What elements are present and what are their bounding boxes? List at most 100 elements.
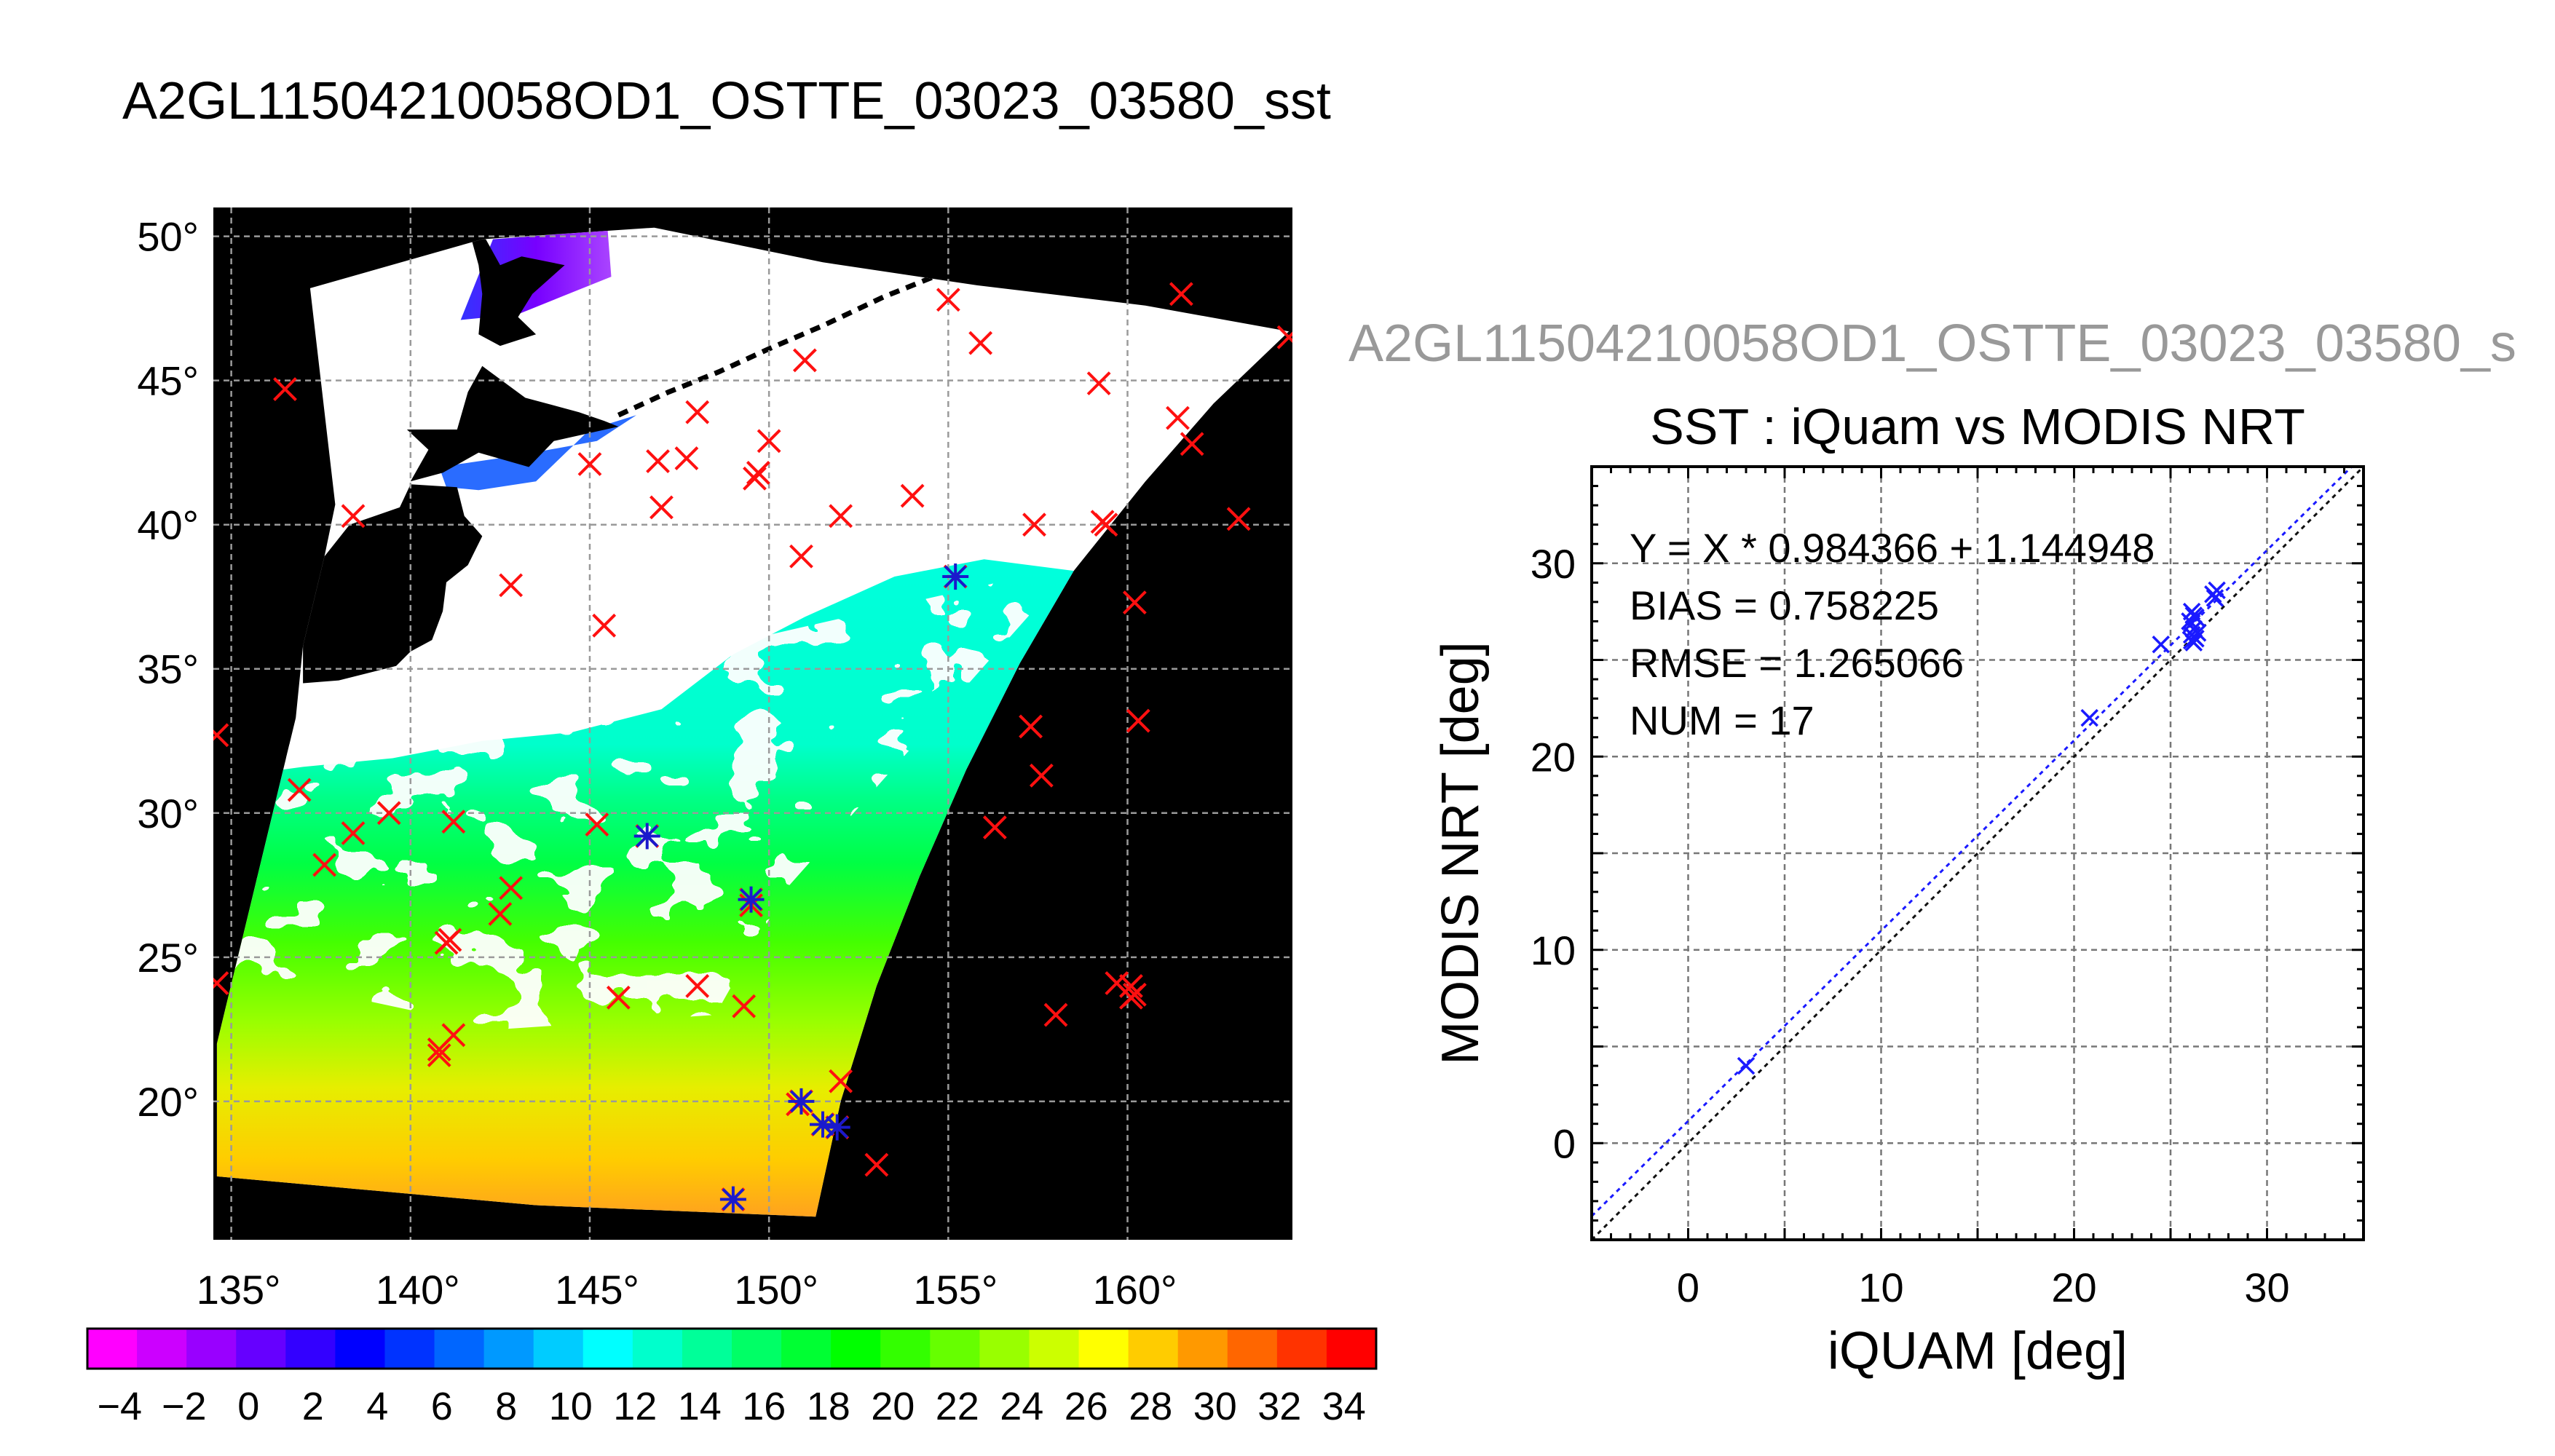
scatter-point [2188,624,2207,642]
iquam-marker [685,400,710,424]
colorbar-labels: −4 −2 0 2 4 6 8 10 12 14 16 18 20 22 24 26 28 30 32 34 [97,1385,1365,1428]
scatter-point [2187,630,2205,648]
map-y-tick-label: 45° [137,358,199,404]
figure-title: A2GL11504210058OD1_OSTTE_03023_03580_sst [122,72,1331,130]
iquam-marker [968,331,993,355]
land-sakhalin [471,239,565,347]
scatter-frame [1590,465,2365,1241]
colorbar-cell [1276,1329,1327,1369]
iquam-marker [1180,432,1204,456]
iquam-marker [982,815,1007,840]
scatter-statistics: Y = X * 0.984366 + 1.144948 BIAS = 0.7582… [1630,525,2155,743]
matched-marker [788,1088,815,1115]
colorbar-cell [930,1329,981,1369]
scatter-grid [1592,467,2364,1240]
iquam-marker [287,778,312,802]
iquam-marker [1169,282,1193,306]
colorbar-cell [87,1329,138,1369]
map-y-tick-label: 20° [137,1079,199,1125]
matched-marker [633,823,660,850]
scatter-y-axis-label: MODIS NRT [deg] [1431,641,1490,1065]
iquam-marker [376,801,401,826]
scatter-x-tick-label: 30 [2244,1265,2289,1310]
iquam-marker [864,1152,889,1177]
colorbar-cell [434,1329,485,1369]
iquam-marker [213,723,229,748]
iquam-marker [585,812,609,837]
colorbar-cell [285,1329,336,1369]
iquam-marker [1126,708,1150,733]
one-to-one-line [1592,467,2364,1240]
iquam-marker [312,852,337,877]
matched-marker [824,1114,850,1141]
colorbar-label: 8 [495,1385,517,1428]
iquam-marker [488,902,513,926]
colorbar-cell [1078,1329,1129,1369]
map-x-tick-label: 160° [1093,1267,1177,1313]
iquam-marker [341,821,366,845]
iquam-marker [1122,982,1147,1007]
colorbar-label: 26 [1065,1385,1108,1428]
iquam-marker [757,429,781,454]
iquam-marker [441,810,466,834]
scatter-point [2152,636,2170,654]
iquam-marker [1086,371,1111,396]
colorbar-cell [1177,1329,1228,1369]
land-honshu [303,484,483,684]
colorbar-cell [1128,1329,1179,1369]
iquam-marker [900,483,925,508]
map-y-tick-label: 25° [137,935,199,981]
matched-marker [738,886,765,913]
scatter-point [2080,708,2098,727]
colorbar-label: 34 [1322,1385,1366,1428]
iquam-marker [427,1037,451,1061]
map-x-tick-label: 145° [555,1267,639,1313]
scatter-x-axis-label: iQUAM [deg] [1828,1322,2128,1380]
map-panel: 135° 140° 145° 150° 155° 160° 50° 45° 40° 35° 30°… [137,207,1292,1313]
colorbar-label: 20 [871,1385,915,1428]
iquam-marker [1029,763,1054,788]
scatter-y-tick-label: 10 [1531,927,1576,973]
iquam-marker [1094,513,1118,537]
colorbar-label: 32 [1257,1385,1301,1428]
colorbar-cell [1227,1329,1278,1369]
map-markers [213,282,1292,1213]
colorbar-cell [335,1329,386,1369]
iquam-marker [829,1069,853,1093]
iquam-marker [1119,974,1143,998]
colorbar-cell [137,1329,188,1369]
map-y-tick-labels: 50° 45° 40° 35° 30° 25° 20° [137,214,199,1125]
scatter-y-tick-label: 30 [1531,541,1576,587]
colorbar-cell [781,1329,832,1369]
iquam-marker [213,971,229,995]
colorbar-label: 0 [237,1385,259,1428]
colorbar-label: −4 [97,1385,142,1428]
iquam-marker [1276,325,1292,349]
iquam-marker [829,504,853,529]
scatter-y-tick-label: 0 [1553,1120,1576,1166]
land-hokkaido [406,365,619,482]
colorbar-label: 16 [742,1385,786,1428]
iquam-marker [592,613,617,638]
map-y-tick-label: 35° [137,646,199,692]
colorbar-cell [236,1329,287,1369]
map-x-tick-label: 140° [376,1267,460,1313]
iquam-marker [341,504,366,529]
regression-fit-line [1592,467,2354,1217]
iquam-marker [1022,513,1046,537]
colorbar-cell [384,1329,435,1369]
colorbar-cell [632,1329,683,1369]
colorbar-label: 10 [549,1385,593,1428]
colorbar-label: 12 [613,1385,657,1428]
map-grid [213,207,1292,1240]
scatter-x-tick-labels: 0 10 20 30 [1677,1265,2290,1310]
colorbar-frame [86,1327,1378,1370]
colorbar-label: 4 [366,1385,388,1428]
scatter-panel: Y = X * 0.984366 + 1.144948 BIAS = 0.7582… [1431,465,2365,1380]
scatter-stat-line: BIAS = 0.758225 [1630,582,1939,628]
iquam-marker [273,377,297,401]
colorbar-cell [979,1329,1030,1369]
scatter-file-title: A2GL11504210058OD1_OSTTE_03023_03580_s [1348,314,2516,373]
scatter-y-tick-labels: 0 10 20 30 [1531,541,1576,1167]
